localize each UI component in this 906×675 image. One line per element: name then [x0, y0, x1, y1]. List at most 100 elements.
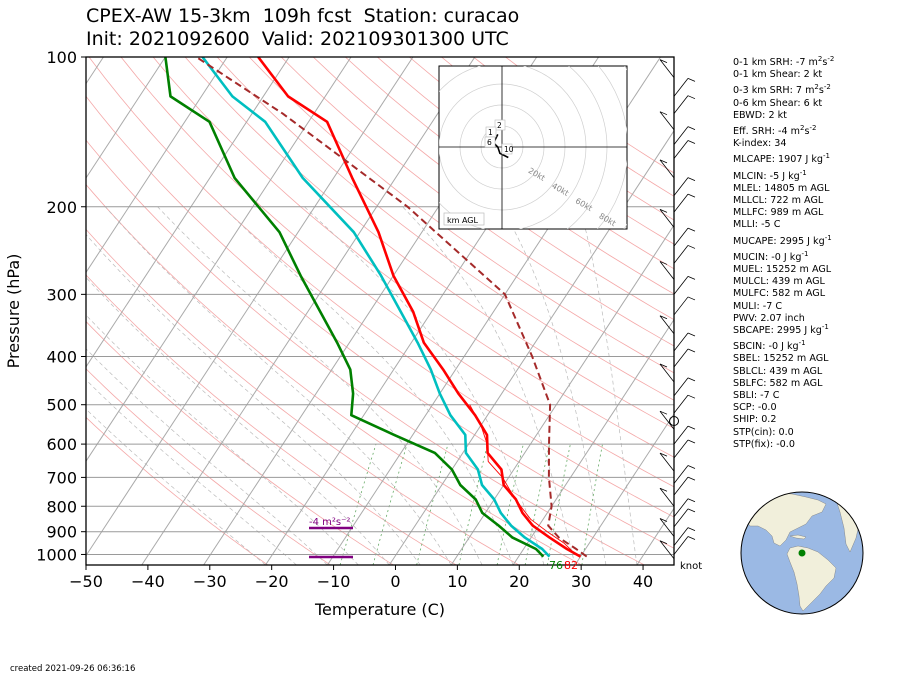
globe-outline: [740, 491, 864, 615]
x-tick-label: 10: [447, 572, 467, 591]
hodograph-height-label: 6: [487, 138, 492, 147]
hodograph-height-label: 10: [504, 145, 514, 154]
dry-adiabat: [120, 57, 674, 488]
y-tick-label: 1000: [36, 545, 77, 564]
wind-barb-flag: [687, 394, 696, 399]
surface-dewpoint-label: 76: [549, 559, 563, 572]
index-srh01: 0-1 km SRH: -7 m2s-2: [733, 54, 835, 68]
wind-barb-flag: [659, 59, 668, 63]
isotherm: [141, 57, 476, 565]
x-tick-label: −30: [193, 572, 227, 591]
wind-barb-flag: [659, 452, 668, 457]
dry-adiabat: [86, 320, 394, 565]
wind-barb: [673, 276, 689, 295]
chart-title-line1: CPEX-AW 15-3km 109h fcst Station: curaca…: [86, 5, 520, 27]
wind-barbs: [659, 59, 696, 559]
x-tick-label: −50: [69, 572, 103, 591]
index-mlli: MLLI: -5 C: [733, 219, 781, 231]
y-tick-label: 600: [46, 435, 77, 454]
wind-barb-flag: [687, 508, 696, 513]
wind-barb: [673, 227, 689, 247]
wind-barb: [659, 209, 675, 228]
hodograph-height-label: 1: [488, 128, 493, 137]
moist-adiabat: [579, 206, 638, 565]
index-mulcl: MULCL: 439 m AGL: [733, 276, 825, 288]
hodograph-height-box: [501, 143, 513, 155]
wind-barb: [673, 78, 689, 97]
dry-adiabat: [345, 57, 674, 295]
index-mllcl: MLLCL: 722 m AGL: [733, 195, 824, 207]
wind-barb: [673, 377, 689, 397]
y-tick-label: 400: [46, 348, 77, 367]
hodograph-units-label: km AGL: [447, 216, 479, 225]
moist-adiabat: [86, 408, 266, 565]
dry-adiabat: [86, 183, 582, 565]
moist-adiabat: [86, 314, 359, 565]
hodograph-units-box: [443, 212, 485, 226]
moist-adiabat: [222, 206, 514, 565]
wind-barb: [673, 394, 689, 414]
x-tick-label: −10: [317, 572, 351, 591]
index-sbel: SBEL: 15252 m AGL: [733, 353, 829, 365]
mixing-ratio-line: [496, 444, 524, 565]
created-timestamp: created 2021-09-26 06:36:16: [10, 664, 136, 674]
y-tick-label: 800: [46, 497, 77, 516]
wind-barb-flag: [659, 363, 668, 368]
index-eff-srh: Eff. SRH: -4 m2s-2: [733, 123, 817, 138]
index-kindex: K-index: 34: [733, 138, 787, 150]
wind-barb-flag: [687, 465, 696, 469]
index-scp: SCP: -0.0: [733, 402, 777, 414]
index-muel: MUEL: 15252 m AGL: [733, 264, 832, 276]
index-mlcin: MLCIN: -5 J kg-1: [733, 168, 807, 182]
dry-adiabat: [152, 57, 674, 458]
x-tick-label: −20: [255, 572, 289, 591]
wind-barb-flag: [687, 227, 696, 232]
station-marker: [798, 549, 806, 557]
dry-adiabat: [184, 57, 674, 429]
index-mlcape: MLCAPE: 1907 J kg-1: [733, 152, 830, 166]
hodograph-frame: [438, 65, 628, 230]
mixing-ratio-line: [416, 443, 449, 565]
wind-barb: [659, 111, 675, 130]
wind-barb: [659, 488, 675, 507]
mixing-ratio-line: [581, 444, 603, 565]
wind-barb-flag: [687, 377, 696, 382]
wind-barb: [673, 439, 689, 459]
wind-barb-flag: [687, 536, 696, 540]
index-mucape: MUCAPE: 2995 J kg-1: [733, 233, 832, 247]
wind-barb-flag: [659, 261, 668, 265]
wind-barb: [673, 140, 689, 159]
wind-barb-flag: [687, 439, 696, 444]
y-tick-label: 200: [46, 198, 77, 217]
wind-barb: [673, 465, 689, 484]
wind-barb: [673, 527, 689, 546]
index-sblcl: SBLCL: 439 m AGL: [733, 365, 823, 377]
x-tick-label: 0: [390, 572, 400, 591]
dry-adiabat: [86, 228, 520, 565]
moist-adiabat: [304, 206, 545, 565]
profile-series-1: [201, 57, 551, 558]
isotherm: [86, 57, 352, 463]
wind-barb: [659, 540, 675, 559]
isotherm: [86, 57, 290, 368]
moist-adiabat: [86, 276, 390, 565]
index-ebwd: EBWD: 2 kt: [733, 109, 787, 121]
x-tick-label: 20: [509, 572, 529, 591]
dry-adiabat: [88, 57, 674, 518]
y-tick-label: 700: [46, 468, 77, 487]
index-shear06: 0-6 km Shear: 6 kt: [733, 97, 823, 109]
moist-adiabat: [157, 206, 483, 565]
wind-barb-flag: [659, 487, 668, 492]
hodograph-height-box: [484, 136, 496, 148]
background-lines: [86, 57, 674, 565]
dry-adiabat: [280, 57, 674, 347]
surface-temperature-label: 82: [564, 559, 578, 572]
wind-barb-flag: [687, 275, 696, 280]
wind-barb: [673, 498, 689, 518]
profile-lines: [164, 57, 588, 558]
index-muli: MULI: -7 C: [733, 300, 783, 312]
globe-south-america: [786, 545, 837, 612]
isotherm: [574, 413, 674, 565]
dry-adiabat: [86, 274, 457, 565]
wind-barb: [673, 126, 689, 145]
